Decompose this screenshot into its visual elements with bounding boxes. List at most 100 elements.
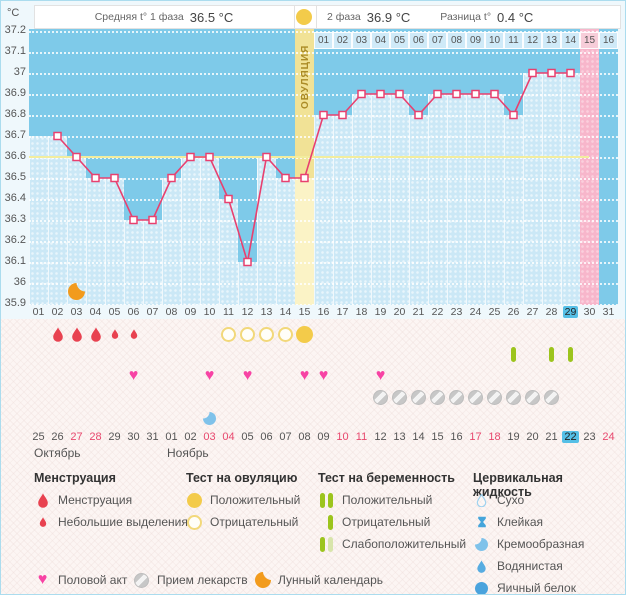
cycle-day-label[interactable]: 06 — [127, 306, 140, 318]
date-label[interactable]: 23 — [583, 431, 596, 443]
temp-point[interactable] — [452, 89, 461, 99]
date-label[interactable]: 06 — [260, 431, 273, 443]
temp-point[interactable] — [509, 110, 518, 120]
temp-point[interactable] — [91, 173, 100, 183]
cycle-day-label[interactable]: 30 — [583, 306, 596, 318]
cycle-day-label[interactable]: 14 — [279, 306, 292, 318]
date-label[interactable]: 18 — [488, 431, 501, 443]
day-column[interactable] — [200, 157, 219, 305]
date-label[interactable]: 22 — [561, 431, 580, 443]
day-column[interactable] — [409, 115, 428, 305]
date-label[interactable]: 07 — [279, 431, 292, 443]
temp-point[interactable] — [110, 173, 119, 183]
temp-point[interactable] — [300, 173, 309, 183]
date-label[interactable]: 12 — [374, 431, 387, 443]
temp-point[interactable] — [72, 152, 81, 162]
cycle-day-label[interactable]: 01 — [32, 306, 45, 318]
temp-point[interactable] — [490, 89, 499, 99]
day-column[interactable] — [504, 115, 523, 305]
day-column[interactable] — [181, 157, 200, 305]
temp-point[interactable] — [319, 110, 328, 120]
date-label[interactable]: 20 — [526, 431, 539, 443]
cycle-day-label[interactable]: 28 — [545, 306, 558, 318]
temp-point[interactable] — [566, 68, 575, 78]
cycle-day-label[interactable]: 04 — [89, 306, 102, 318]
temp-point[interactable] — [262, 152, 271, 162]
cycle-day-label[interactable]: 15 — [298, 306, 311, 318]
date-label[interactable]: 02 — [184, 431, 197, 443]
temp-point[interactable] — [395, 89, 404, 99]
date-label[interactable]: 16 — [450, 431, 463, 443]
temp-point[interactable] — [414, 110, 423, 120]
date-label[interactable]: 28 — [89, 431, 102, 443]
day-column[interactable] — [561, 73, 580, 305]
temp-point[interactable] — [186, 152, 195, 162]
temp-point[interactable] — [129, 215, 138, 225]
date-label[interactable]: 04 — [222, 431, 235, 443]
date-label[interactable]: 09 — [317, 431, 330, 443]
date-label[interactable]: 27 — [70, 431, 83, 443]
temp-point[interactable] — [357, 89, 366, 99]
day-column[interactable] — [257, 157, 276, 305]
date-label[interactable]: 19 — [507, 431, 520, 443]
cycle-day-label[interactable]: 25 — [488, 306, 501, 318]
temp-point[interactable] — [243, 257, 252, 267]
temp-point[interactable] — [167, 173, 176, 183]
date-label[interactable]: 15 — [431, 431, 444, 443]
expected-period-column[interactable] — [580, 29, 599, 305]
date-label[interactable]: 30 — [127, 431, 140, 443]
cycle-day-label[interactable]: 19 — [374, 306, 387, 318]
cycle-day-label[interactable]: 07 — [146, 306, 159, 318]
cycle-day-label[interactable]: 09 — [184, 306, 197, 318]
date-label[interactable]: 17 — [469, 431, 482, 443]
date-label[interactable]: 26 — [51, 431, 64, 443]
cycle-day-label[interactable]: 20 — [393, 306, 406, 318]
day-column[interactable] — [314, 115, 333, 305]
day-column[interactable] — [333, 115, 352, 305]
date-label[interactable]: 21 — [545, 431, 558, 443]
cycle-day-label[interactable]: 23 — [450, 306, 463, 318]
date-label[interactable]: 24 — [602, 431, 615, 443]
temp-point[interactable] — [224, 194, 233, 204]
day-column[interactable] — [67, 157, 86, 305]
temp-point[interactable] — [281, 173, 290, 183]
cycle-day-label[interactable]: 18 — [355, 306, 368, 318]
cycle-day-label[interactable]: 22 — [431, 306, 444, 318]
cycle-day-label[interactable]: 17 — [336, 306, 349, 318]
date-label[interactable]: 03 — [203, 431, 216, 443]
cycle-day-label[interactable]: 13 — [260, 306, 273, 318]
date-label[interactable]: 10 — [336, 431, 349, 443]
cycle-day-label[interactable]: 12 — [241, 306, 254, 318]
cycle-day-label[interactable]: 05 — [108, 306, 121, 318]
date-label[interactable]: 14 — [412, 431, 425, 443]
day-column[interactable] — [523, 73, 542, 305]
date-label[interactable]: 13 — [393, 431, 406, 443]
day-column[interactable] — [542, 73, 561, 305]
cycle-day-label[interactable]: 31 — [602, 306, 615, 318]
cycle-day-label[interactable]: 03 — [70, 306, 83, 318]
temp-point[interactable] — [376, 89, 385, 99]
temp-point[interactable] — [547, 68, 556, 78]
day-column[interactable] — [219, 199, 238, 305]
cycle-day-label[interactable]: 24 — [469, 306, 482, 318]
temp-point[interactable] — [205, 152, 214, 162]
cycle-day-label[interactable]: 16 — [317, 306, 330, 318]
cycle-day-label[interactable]: 27 — [526, 306, 539, 318]
date-label[interactable]: 05 — [241, 431, 254, 443]
cycle-day-label[interactable]: 02 — [51, 306, 64, 318]
date-label[interactable]: 29 — [108, 431, 121, 443]
date-label[interactable]: 25 — [32, 431, 45, 443]
temp-point[interactable] — [528, 68, 537, 78]
cycle-day-label[interactable]: 26 — [507, 306, 520, 318]
cycle-day-label[interactable]: 08 — [165, 306, 178, 318]
date-label[interactable]: 31 — [146, 431, 159, 443]
cycle-day-label[interactable]: 29 — [561, 306, 580, 318]
temp-point[interactable] — [471, 89, 480, 99]
date-label[interactable]: 11 — [355, 431, 368, 443]
date-label[interactable]: 01 — [165, 431, 178, 443]
cycle-day-label[interactable]: 10 — [203, 306, 216, 318]
temp-point[interactable] — [53, 131, 62, 141]
temp-point[interactable] — [338, 110, 347, 120]
temp-point[interactable] — [433, 89, 442, 99]
cycle-day-label[interactable]: 11 — [223, 306, 234, 318]
